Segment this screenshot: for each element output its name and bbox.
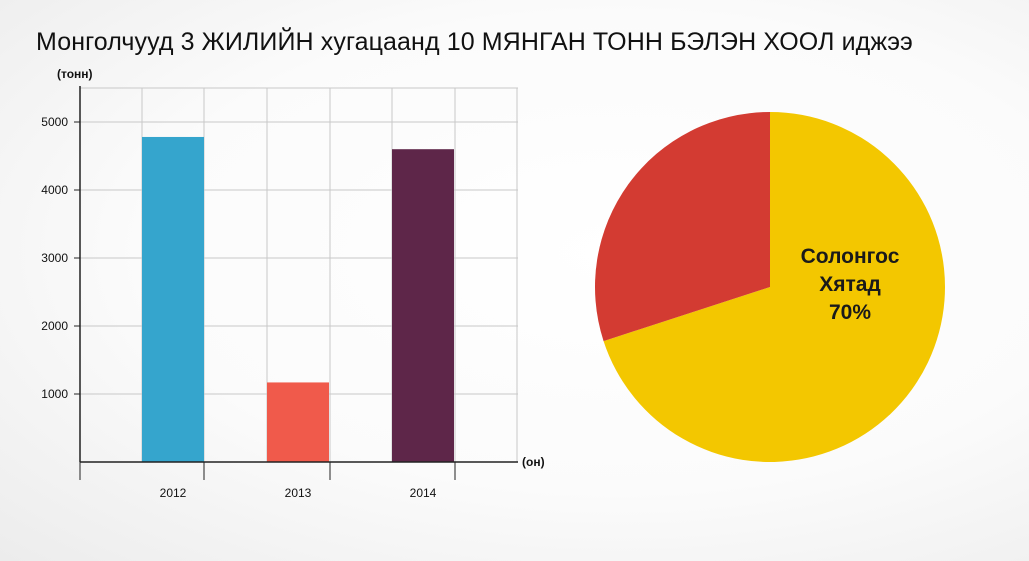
pie-slice-2 [595,112,770,342]
y-tick-label: 1000 [41,387,68,401]
x-tick-label: 2014 [410,486,437,500]
bar-chart: 1000 2000 3000 4000 5000 2012 2013 2014 (тонн) (о… [41,67,544,500]
pie-chart: Солонгос Хятад 70% [595,112,945,463]
y-tick-label: 3000 [41,251,68,265]
x-axis-unit: (он) [522,455,545,469]
y-tick-label: 2000 [41,319,68,333]
y-axis-unit: (тонн) [57,67,93,81]
x-tick-label: 2013 [285,486,312,500]
y-tick-label: 5000 [41,115,68,129]
pie-label-line: Хятад [819,273,881,296]
bar-2012 [142,136,204,462]
pie-label-line: 70% [829,301,871,324]
pie-label-line: Солонгос [801,245,900,268]
page-title: Монголчууд 3 ЖИЛИЙН хугацаанд 10 МЯНГАН … [36,28,913,56]
bar-2014 [392,149,454,462]
pie-slice-1 [603,112,945,463]
y-tick-label: 4000 [41,183,68,197]
bar-2013 [267,382,329,462]
x-tick-label: 2012 [160,486,187,500]
